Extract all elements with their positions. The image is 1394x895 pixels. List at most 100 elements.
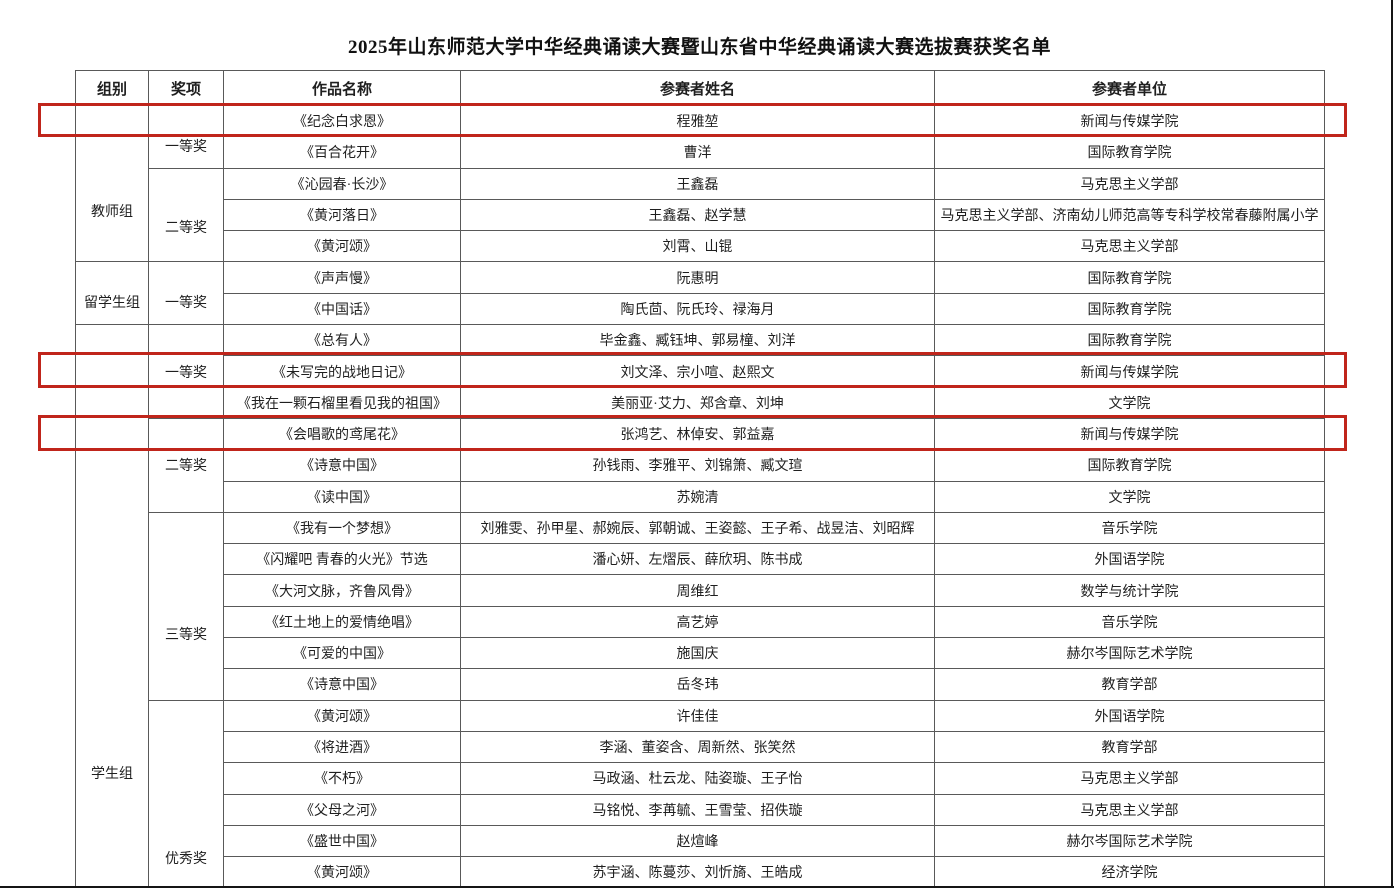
awards-table: 组别 奖项 作品名称 参赛者姓名 参赛者单位 教师组 一等奖 《纪念白求恩》 程雅堃新… [75,70,1325,889]
table-row: 《闪耀吧 青春的火光》节选 潘心妍、左熠辰、薛欣玥、陈书成 外国语学院 [76,543,1325,576]
page-edge-right [1391,0,1393,888]
work-title-cell: 《百合花开》 [223,136,461,169]
work-title-cell: 《父母之河》 [223,793,461,826]
annotation-box-1 [38,103,1347,137]
work-title-cell: 《不朽》 [223,762,461,795]
participant-names-cell: 王鑫磊 [460,167,935,200]
work-title-cell: 《读中国》 [223,480,461,513]
table-row: 优秀奖 《黄河颂》 许佳佳 外国语学院 [76,699,1325,889]
participant-names-cell: 高艺婷 [460,605,935,639]
header-award: 奖项 [148,70,224,106]
work-title-cell: 《会唱歌的鸢尾花》 [223,417,461,451]
participant-names-cell: 周维红 [460,574,935,607]
participant-unit-cell: 马克思主义学部 [934,793,1325,826]
table-row: 《中国话》 陶氏茴、阮氏玲、禄海月 国际教育学院 [76,292,1325,326]
participant-names-cell: 施国庆 [460,637,935,670]
table-row: 留学生组 一等奖 《声声慢》 阮惠明 国际教育学院 [75,261,1325,326]
participant-unit-cell: 数学与统计学院 [934,574,1325,607]
participant-names-cell: 马政涵、杜云龙、陆姿璇、王子怡 [460,762,935,795]
work-title-cell: 《红土地上的爱情绝唱》 [223,605,461,639]
award-cell: 优秀奖 [148,699,224,889]
participant-names-cell: 王鑫磊、赵学慧 [460,198,935,232]
participant-names-cell: 李涵、董姿含、周新然、张笑然 [460,730,935,764]
header-row: 组别 奖项 作品名称 参赛者姓名 参赛者单位 [75,70,1325,106]
table-row-highlighted: 《未写完的战地日记》 刘文泽、宗小喧、赵熙文 新闻与传媒学院 [76,355,1325,388]
participant-names-cell: 岳冬玮 [460,668,935,701]
annotation-box-3 [38,415,1347,451]
participant-unit-cell: 马克思主义学部 [934,762,1325,795]
participant-names-cell: 曹洋 [460,136,935,169]
participant-unit-cell: 赫尔岑国际艺术学院 [934,637,1325,670]
participant-unit-cell: 新闻与传媒学院 [934,355,1325,388]
work-title-cell: 《盛世中国》 [223,824,461,858]
participant-names-cell: 阮惠明 [460,261,935,294]
table-row: 学生组 一等奖 《总有人》 毕金鑫、臧钰坤、郭易橦、刘洋 国际教育学院 [75,324,1325,889]
table-row: 《诗意中国》 岳冬玮 教育学部 [76,668,1325,701]
participant-unit-cell: 文学院 [934,386,1325,419]
participant-unit-cell: 新闻与传媒学院 [934,417,1325,451]
table-row: 《将进酒》 李涵、董姿含、周新然、张笑然 教育学部 [76,730,1325,764]
participant-names-cell: 程雅堃 [460,104,935,138]
participant-unit-cell: 国际教育学院 [934,136,1325,169]
participant-unit-cell: 外国语学院 [934,543,1325,576]
participant-unit-cell: 马克思主义学部 [934,167,1325,200]
header-work-title: 作品名称 [223,70,461,106]
table-row: 《读中国》 苏婉清 文学院 [76,480,1325,513]
participant-unit-cell: 音乐学院 [934,511,1325,545]
table-row: 《百合花开》 曹洋 国际教育学院 [76,136,1325,169]
participant-unit-cell: 教育学部 [934,668,1325,701]
work-title-cell: 《将进酒》 [223,730,461,764]
table-row-highlighted: 二等奖 《会唱歌的鸢尾花》 张鸿艺、林倬安、郭益嘉 新闻与传媒学院 [76,417,1325,513]
table-row-highlighted: 教师组 一等奖 《纪念白求恩》 程雅堃 新闻与传媒学院 [75,104,1325,263]
table-row: 《黄河颂》 刘霄、山锟 马克思主义学部 [76,230,1325,263]
participant-unit-cell: 国际教育学院 [934,261,1325,294]
participant-unit-cell: 国际教育学院 [934,292,1325,326]
work-title-cell: 《黄河落日》 [223,198,461,232]
award-cell: 二等奖 [148,167,224,263]
work-title-cell: 《声声慢》 [223,261,461,294]
group-cell: 留学生组 [75,261,149,326]
work-title-cell: 《沁园春·长沙》 [223,167,461,200]
participant-names-cell: 刘文泽、宗小喧、赵熙文 [460,355,935,388]
table-row: 《我在一颗石榴里看见我的祖国》 美丽亚·艾力、郑含章、刘坤 文学院 [76,386,1325,419]
participant-names-cell: 美丽亚·艾力、郑含章、刘坤 [460,386,935,419]
work-title-cell: 《黄河颂》 [223,230,461,263]
award-cell: 一等奖 [148,261,224,326]
work-title-cell: 《黄河颂》 [223,856,461,889]
participant-unit-cell: 赫尔岑国际艺术学院 [934,824,1325,858]
table-row: 三等奖 《我有一个梦想》 刘雅雯、孙甲星、郝婉辰、郭朝诚、王姿懿、王子希、战昱洁、刘… [76,511,1325,701]
table-row: 《黄河颂》 苏宇涵、陈蔓莎、刘忻旖、王皓成 经济学院 [76,856,1325,889]
work-title-cell: 《中国话》 [223,292,461,326]
group-cell: 学生组 [75,324,149,889]
participant-names-cell: 苏宇涵、陈蔓莎、刘忻旖、王皓成 [460,856,935,889]
participant-names-cell: 张鸿艺、林倬安、郭益嘉 [460,417,935,451]
participant-names-cell: 毕金鑫、臧钰坤、郭易橦、刘洋 [460,324,935,357]
participant-names-cell: 苏婉清 [460,480,935,513]
page-title: 2025年山东师范大学中华经典诵读大赛暨山东省中华经典诵读大赛选拔赛获奖名单 [347,37,1051,58]
participant-unit-cell: 教育学部 [934,730,1325,764]
work-title-cell: 《未写完的战地日记》 [223,355,461,388]
participant-unit-cell: 马克思主义学部、济南幼儿师范高等专科学校常春藤附属小学 [934,198,1325,232]
work-title-cell: 《可爱的中国》 [223,637,461,670]
participant-names-cell: 孙钱雨、李雅平、刘锦箫、臧文瑄 [460,449,935,482]
participant-unit-cell: 国际教育学院 [934,449,1325,482]
header-group: 组别 [75,70,149,106]
participant-names-cell: 陶氏茴、阮氏玲、禄海月 [460,292,935,326]
participant-names-cell: 刘雅雯、孙甲星、郝婉辰、郭朝诚、王姿懿、王子希、战昱洁、刘昭辉 [460,511,935,545]
table-row: 《红土地上的爱情绝唱》 高艺婷 音乐学院 [76,605,1325,639]
group-cell: 教师组 [75,104,149,263]
work-title-cell: 《大河文脉，齐鲁风骨》 [223,574,461,607]
participant-names-cell: 赵煊峰 [460,824,935,858]
work-title-cell: 《我在一颗石榴里看见我的祖国》 [223,386,461,419]
participant-unit-cell: 文学院 [934,480,1325,513]
table-row: 二等奖 《沁园春·长沙》 王鑫磊 马克思主义学部 [76,167,1325,263]
participant-names-cell: 马铭悦、李苒毓、王雪莹、招佚璇 [460,793,935,826]
award-cell: 三等奖 [148,511,224,701]
work-title-cell: 《闪耀吧 青春的火光》节选 [223,543,461,576]
participant-unit-cell: 音乐学院 [934,605,1325,639]
table-row: 《可爱的中国》 施国庆 赫尔岑国际艺术学院 [76,637,1325,670]
work-title-cell: 《我有一个梦想》 [223,511,461,545]
table-row: 《黄河落日》 王鑫磊、赵学慧 马克思主义学部、济南幼儿师范高等专科学校常春藤附属小学 [76,198,1325,232]
participant-unit-cell: 经济学院 [934,856,1325,889]
